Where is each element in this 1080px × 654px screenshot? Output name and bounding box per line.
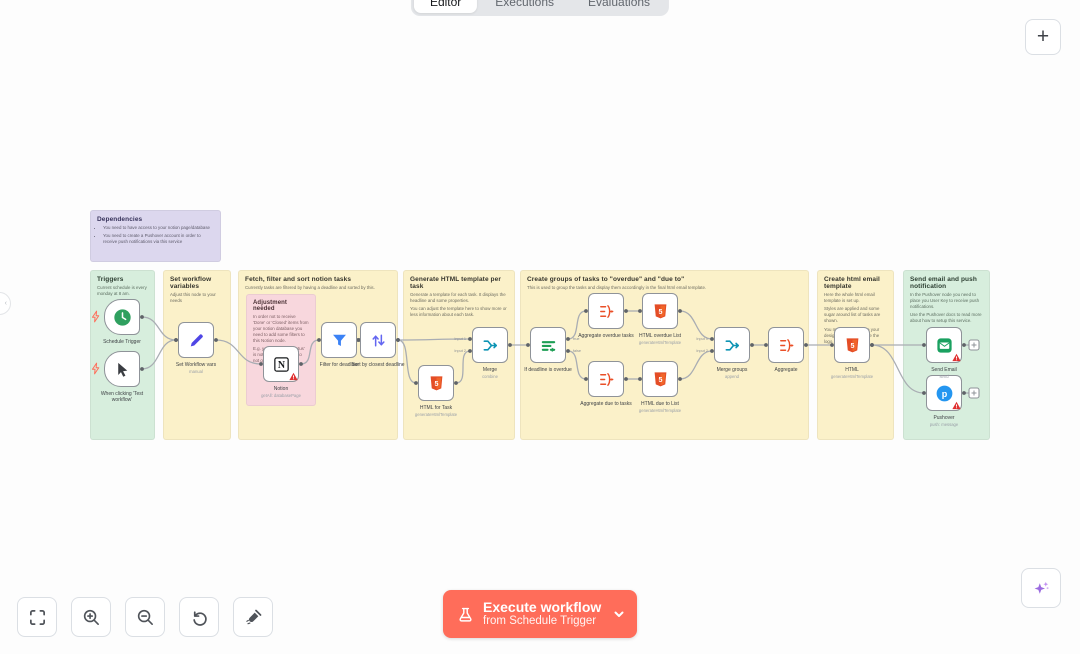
tab-executions[interactable]: Executions	[495, 0, 555, 9]
workflow-node-aggdue[interactable]	[588, 361, 624, 397]
warning-icon	[289, 372, 298, 381]
fit-view-icon	[28, 608, 47, 627]
note-title: Triggers	[97, 276, 124, 283]
execute-workflow-button[interactable]: Execute workflow from Schedule Trigger	[443, 590, 637, 638]
aggregate-icon	[777, 336, 796, 355]
notion-icon: N	[272, 355, 291, 374]
execute-workflow-sublabel: from Schedule Trigger	[483, 615, 597, 628]
workflow-node-pushover[interactable]: p	[926, 375, 962, 411]
tidy-up-button[interactable]	[233, 597, 273, 637]
workflow-node-aggregate[interactable]	[768, 327, 804, 363]
note-bullet: You need to create a Pushover account in…	[103, 233, 214, 245]
note-title: Create html email template	[824, 276, 880, 290]
html-icon: 5	[651, 302, 670, 321]
note-text: Generate a template for each task. It di…	[410, 292, 506, 303]
workflow-node-schedule[interactable]	[104, 299, 140, 335]
add-node-button[interactable]: +	[1025, 19, 1061, 55]
plus-icon: +	[1036, 25, 1050, 48]
canvas-controls	[17, 597, 273, 637]
note-title: Adjustment needed	[253, 300, 287, 312]
zoom-in-icon	[82, 608, 101, 627]
chevron-left-icon: ‹	[4, 300, 7, 307]
workflow-node-sort[interactable]	[360, 322, 396, 358]
workflow-node-notion[interactable]: N	[263, 346, 299, 382]
reset-zoom-button[interactable]	[179, 597, 219, 637]
note-title: Generate HTML template per task	[410, 276, 501, 290]
note-text: This is used to group the tasks and disp…	[527, 285, 707, 290]
zoom-out-button[interactable]	[125, 597, 165, 637]
workflow-node-htmlover[interactable]: 5	[642, 293, 678, 329]
note-text: In order not to receive 'Done' or 'Close…	[253, 314, 309, 343]
sticky-note-dependencies[interactable]: Dependencies You need to have access to …	[90, 210, 221, 262]
execute-workflow-label: Execute workflow	[483, 599, 602, 616]
note-text: Adjust this node to your needs	[170, 292, 216, 303]
note-title: Set workflow variables	[170, 276, 212, 290]
zoom-out-icon	[136, 608, 155, 627]
svg-text:5: 5	[658, 307, 662, 315]
note-bullets: You need to have access to your notion p…	[103, 225, 214, 245]
pushover-icon: p	[935, 384, 954, 403]
workflow-node-sendemail[interactable]	[926, 327, 962, 363]
tab-editor[interactable]: Editor	[413, 0, 478, 13]
note-title: Dependencies	[97, 216, 143, 223]
tab-evaluations[interactable]: Evaluations	[588, 0, 651, 9]
workflow-node-aggover[interactable]	[588, 293, 624, 329]
note-title: Fetch, filter and sort notion tasks	[245, 276, 352, 283]
clock-icon	[113, 308, 132, 327]
note-text: Current schedule is every monday at 8 am…	[97, 285, 147, 296]
zoom-to-fit-button[interactable]	[17, 597, 57, 637]
workflow-node-merge[interactable]	[472, 327, 508, 363]
warning-icon	[952, 353, 961, 362]
svg-text:N: N	[277, 360, 285, 371]
workflow-node-filter[interactable]	[321, 322, 357, 358]
note-text: You can adjust the template here to show…	[410, 306, 507, 318]
zoom-in-button[interactable]	[71, 597, 111, 637]
workflow-node-mergegroups[interactable]	[714, 327, 750, 363]
aggregate-icon	[597, 370, 616, 389]
chevron-down-icon[interactable]	[613, 608, 625, 620]
ai-assistant-button[interactable]	[1021, 568, 1061, 608]
view-tabbar: Editor Executions Evaluations	[410, 0, 670, 16]
pencil-icon	[187, 331, 206, 350]
html-icon: 5	[843, 336, 862, 355]
note-text: Here the whole html email template is se…	[824, 292, 875, 303]
if-icon	[539, 336, 558, 355]
note-title: Send email and push notification	[910, 276, 977, 290]
workflow-node-setvars[interactable]	[178, 322, 214, 358]
html-icon: 5	[651, 370, 670, 389]
warning-icon	[952, 401, 961, 410]
workflow-node-htmltask[interactable]: 5	[418, 365, 454, 401]
email-icon	[935, 336, 954, 355]
funnel-icon	[330, 331, 349, 350]
workflow-node-htmldue[interactable]: 5	[642, 361, 678, 397]
note-text: Styles are applied and some sugar around…	[824, 306, 881, 324]
note-bullet: You need to have access to your notion p…	[103, 225, 214, 231]
tidy-up-icon	[244, 608, 263, 627]
note-text: Currently tasks are filtered by having a…	[245, 285, 375, 290]
svg-text:5: 5	[850, 341, 854, 349]
flask-icon	[457, 606, 474, 623]
workflow-node-test[interactable]	[104, 351, 140, 387]
note-text: In the Pushover node you need to place y…	[910, 292, 980, 309]
merge-icon	[481, 336, 500, 355]
workflow-node-html[interactable]: 5	[834, 327, 870, 363]
workflow-node-if[interactable]	[530, 327, 566, 363]
reset-zoom-icon	[190, 608, 209, 627]
sparkles-icon	[1032, 579, 1051, 598]
note-title: Create groups of tasks to "overdue" and …	[527, 276, 685, 283]
aggregate-icon	[597, 302, 616, 321]
merge-icon	[723, 336, 742, 355]
panel-toggle-button[interactable]: ‹	[0, 292, 11, 315]
html-icon: 5	[427, 374, 446, 393]
note-text: Use the Pushover docs to read more about…	[910, 312, 982, 324]
svg-text:5: 5	[434, 379, 438, 387]
svg-text:5: 5	[658, 375, 662, 383]
svg-text:p: p	[941, 388, 947, 398]
cursor-icon	[113, 360, 132, 379]
sort-icon	[369, 331, 388, 350]
